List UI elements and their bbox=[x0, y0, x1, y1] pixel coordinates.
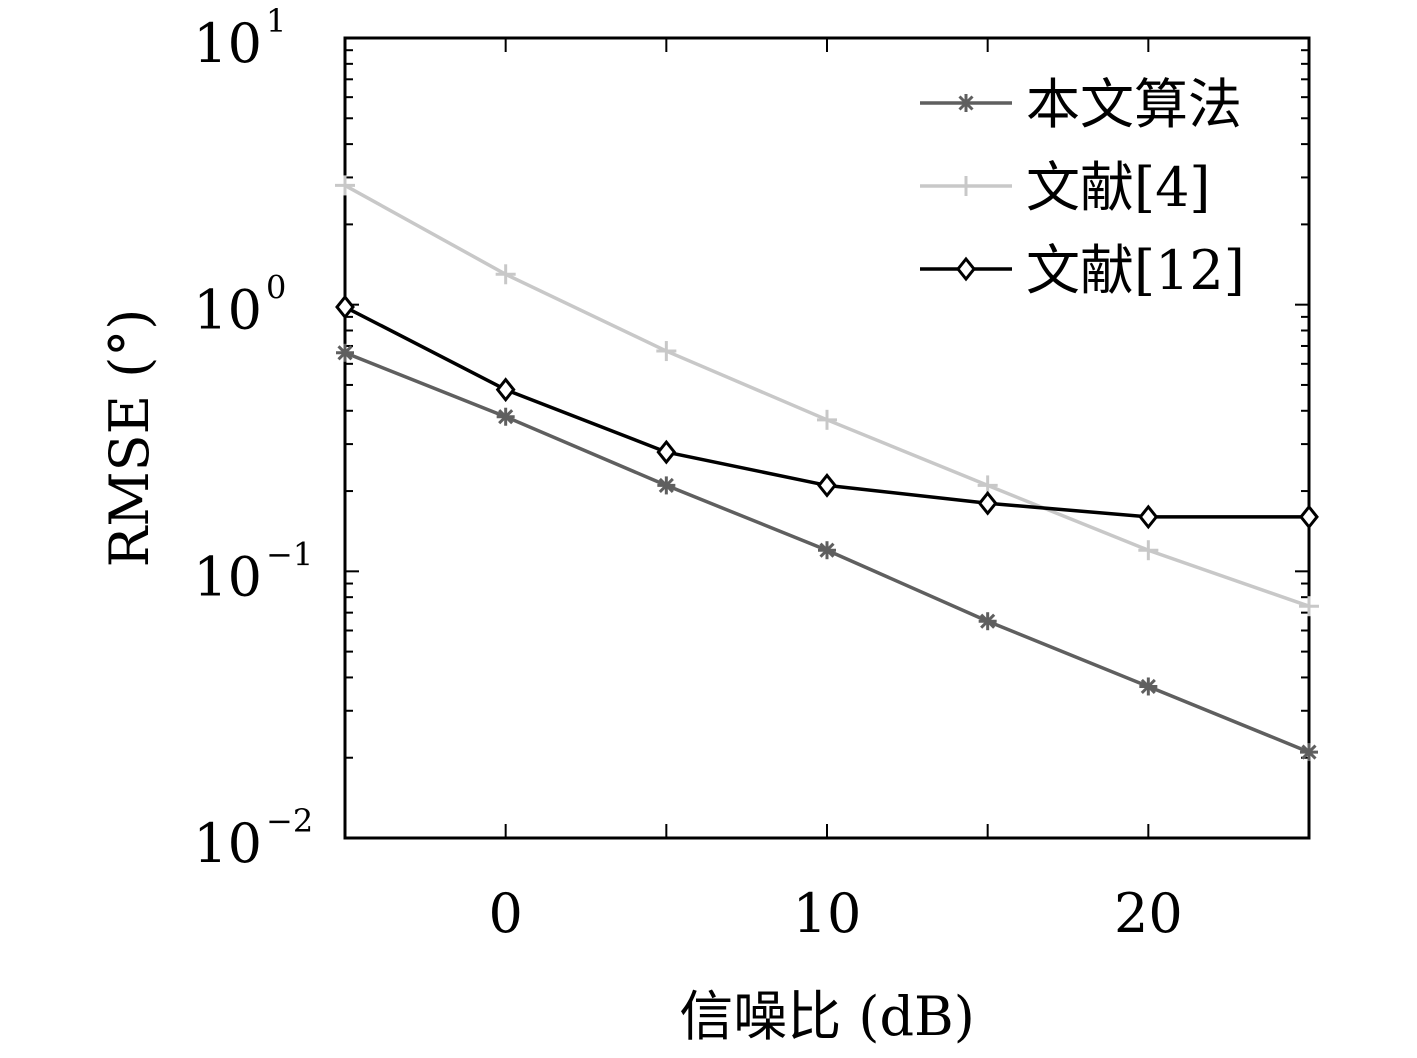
diamond-marker bbox=[956, 256, 976, 282]
series-line-3 bbox=[335, 294, 1319, 530]
legend-label: 文献[12] bbox=[1026, 239, 1245, 302]
asterisk-marker bbox=[819, 542, 835, 558]
asterisk-marker bbox=[1301, 744, 1317, 760]
legend-item: 本文算法 bbox=[920, 73, 1242, 136]
x-tick-label: 0 bbox=[488, 882, 522, 945]
asterisk-marker bbox=[498, 409, 514, 425]
asterisk-marker bbox=[337, 345, 353, 361]
diamond-marker bbox=[495, 377, 516, 403]
y-tick-exponent: −2 bbox=[266, 802, 313, 840]
y-tick-exponent: −1 bbox=[266, 535, 313, 573]
diamond-marker bbox=[335, 294, 355, 320]
y-tick-label: 10 bbox=[193, 812, 262, 875]
asterisk-marker bbox=[980, 613, 996, 629]
x-tick-labels: 0 10 20 bbox=[488, 882, 1182, 945]
y-tick-exponent: 1 bbox=[266, 2, 286, 40]
asterisk-marker bbox=[1140, 678, 1156, 695]
diamond-marker bbox=[1138, 504, 1159, 530]
y-tick-label: 10 bbox=[193, 12, 262, 75]
diamond-marker bbox=[817, 473, 837, 498]
series-group bbox=[335, 175, 1319, 762]
x-axis-label: 信噪比 (dB) bbox=[679, 985, 975, 1048]
legend-label: 本文算法 bbox=[1026, 73, 1242, 136]
legend-item: 文献[12] bbox=[920, 239, 1245, 302]
y-tick-exponent: 0 bbox=[266, 269, 286, 307]
y-tick-label: 10 bbox=[193, 545, 262, 608]
asterisk-marker bbox=[658, 477, 674, 493]
y-axis-label: RMSE (°) bbox=[98, 309, 161, 568]
y-tick-label: 10 bbox=[193, 279, 262, 342]
diamond-marker bbox=[656, 439, 677, 465]
asterisk-marker bbox=[958, 95, 974, 111]
diamond-marker bbox=[1299, 504, 1319, 530]
x-tick-label: 20 bbox=[1114, 882, 1183, 945]
series-line-2 bbox=[335, 175, 1319, 617]
series-line-1 bbox=[336, 343, 1318, 762]
x-tick-label: 10 bbox=[793, 882, 862, 945]
diamond-marker bbox=[977, 490, 998, 516]
legend-label: 文献[4] bbox=[1026, 156, 1211, 219]
legend-item: 文献[4] bbox=[920, 156, 1211, 219]
